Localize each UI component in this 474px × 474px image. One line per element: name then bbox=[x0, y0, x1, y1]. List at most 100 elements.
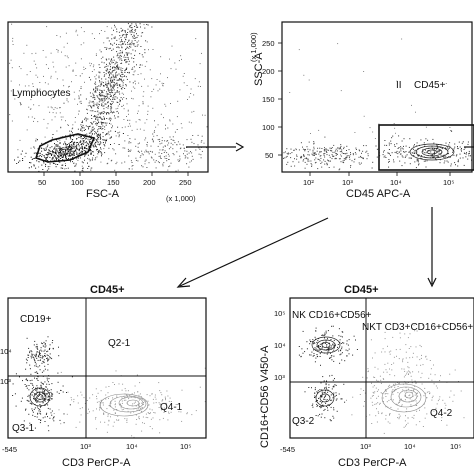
event-dot bbox=[30, 350, 32, 352]
event-dot bbox=[113, 86, 115, 88]
event-dot bbox=[436, 148, 437, 150]
event-dot bbox=[153, 402, 155, 404]
event-dot bbox=[155, 167, 157, 169]
event-dot bbox=[108, 75, 110, 77]
event-dot bbox=[127, 72, 129, 73]
event-dot bbox=[129, 43, 131, 45]
event-dot bbox=[304, 157, 306, 159]
event-dot bbox=[33, 165, 35, 167]
event-dot bbox=[93, 96, 95, 98]
event-dot bbox=[183, 153, 184, 155]
event-dot bbox=[413, 145, 415, 147]
event-dot bbox=[71, 141, 73, 143]
event-dot bbox=[39, 408, 41, 410]
event-dot bbox=[39, 357, 41, 359]
event-dot bbox=[124, 388, 126, 390]
event-dot bbox=[321, 392, 323, 394]
event-dot bbox=[321, 148, 323, 149]
event-dot bbox=[28, 385, 30, 386]
event-dot bbox=[35, 353, 37, 355]
event-dot bbox=[96, 122, 98, 124]
event-dot bbox=[191, 111, 193, 113]
event-dot bbox=[131, 29, 133, 31]
event-dot bbox=[113, 111, 115, 113]
event-dot bbox=[79, 408, 81, 410]
event-dot bbox=[106, 113, 107, 115]
y-axis-label-ssc: SSC-A bbox=[253, 52, 265, 86]
event-dot bbox=[38, 410, 40, 412]
event-dot bbox=[103, 72, 105, 73]
event-dot bbox=[305, 157, 307, 159]
event-dot bbox=[308, 141, 310, 143]
event-dot bbox=[304, 351, 306, 353]
event-dot bbox=[82, 140, 84, 142]
event-dot bbox=[166, 403, 168, 405]
event-dot bbox=[79, 157, 81, 159]
event-dot bbox=[47, 404, 49, 406]
event-dot bbox=[77, 103, 78, 105]
event-dot bbox=[390, 143, 392, 145]
event-dot bbox=[311, 351, 313, 353]
event-dot bbox=[374, 403, 376, 405]
event-dot bbox=[58, 392, 60, 394]
event-dot bbox=[123, 108, 125, 110]
event-dot bbox=[319, 346, 321, 347]
event-dot bbox=[179, 155, 181, 157]
event-dot bbox=[428, 391, 430, 393]
event-dot bbox=[367, 153, 369, 155]
event-dot bbox=[399, 332, 401, 334]
event-dot bbox=[108, 420, 110, 422]
event-dot bbox=[124, 30, 126, 32]
event-dot bbox=[138, 417, 140, 419]
event-dot bbox=[97, 153, 99, 155]
event-dot bbox=[402, 359, 403, 361]
event-dot bbox=[359, 394, 361, 395]
event-dot bbox=[432, 149, 434, 151]
event-dot bbox=[159, 80, 161, 82]
event-dot bbox=[62, 156, 64, 158]
event-dot bbox=[140, 46, 142, 47]
event-dot bbox=[54, 143, 55, 145]
event-dot bbox=[22, 158, 24, 160]
event-dot bbox=[118, 31, 120, 33]
event-dot bbox=[307, 160, 309, 162]
event-dot bbox=[121, 105, 123, 107]
event-dot bbox=[348, 353, 350, 355]
event-dot bbox=[65, 143, 67, 145]
event-dot bbox=[446, 147, 448, 149]
event-dot bbox=[57, 155, 59, 157]
y-tick-label: 10⁴ bbox=[0, 347, 12, 356]
event-dot bbox=[324, 387, 326, 389]
event-dot bbox=[367, 371, 369, 373]
event-dot bbox=[112, 71, 114, 73]
event-dot bbox=[126, 61, 128, 63]
event-dot bbox=[413, 389, 414, 391]
event-dot bbox=[290, 148, 292, 150]
event-dot bbox=[124, 88, 126, 89]
event-dot bbox=[51, 358, 53, 360]
event-dot bbox=[159, 390, 161, 392]
event-dot bbox=[342, 342, 344, 344]
event-dot bbox=[146, 24, 148, 25]
event-dot bbox=[330, 148, 332, 149]
event-dot bbox=[149, 150, 151, 152]
event-dot bbox=[337, 43, 339, 45]
event-dot bbox=[126, 78, 128, 80]
event-dot bbox=[394, 383, 396, 385]
event-dot bbox=[38, 152, 40, 154]
event-dot bbox=[158, 382, 160, 384]
event-dot bbox=[321, 166, 323, 168]
event-dot bbox=[42, 169, 44, 170]
event-dot bbox=[28, 106, 30, 108]
event-dot bbox=[162, 149, 164, 151]
event-dot bbox=[125, 390, 127, 392]
event-dot bbox=[91, 110, 93, 112]
event-dot bbox=[133, 402, 135, 404]
event-dot bbox=[161, 153, 163, 154]
event-dot bbox=[39, 392, 41, 394]
event-dot bbox=[50, 77, 52, 79]
event-dot bbox=[80, 143, 82, 145]
event-dot bbox=[35, 152, 37, 154]
event-dot bbox=[34, 416, 36, 417]
event-dot bbox=[374, 352, 376, 354]
